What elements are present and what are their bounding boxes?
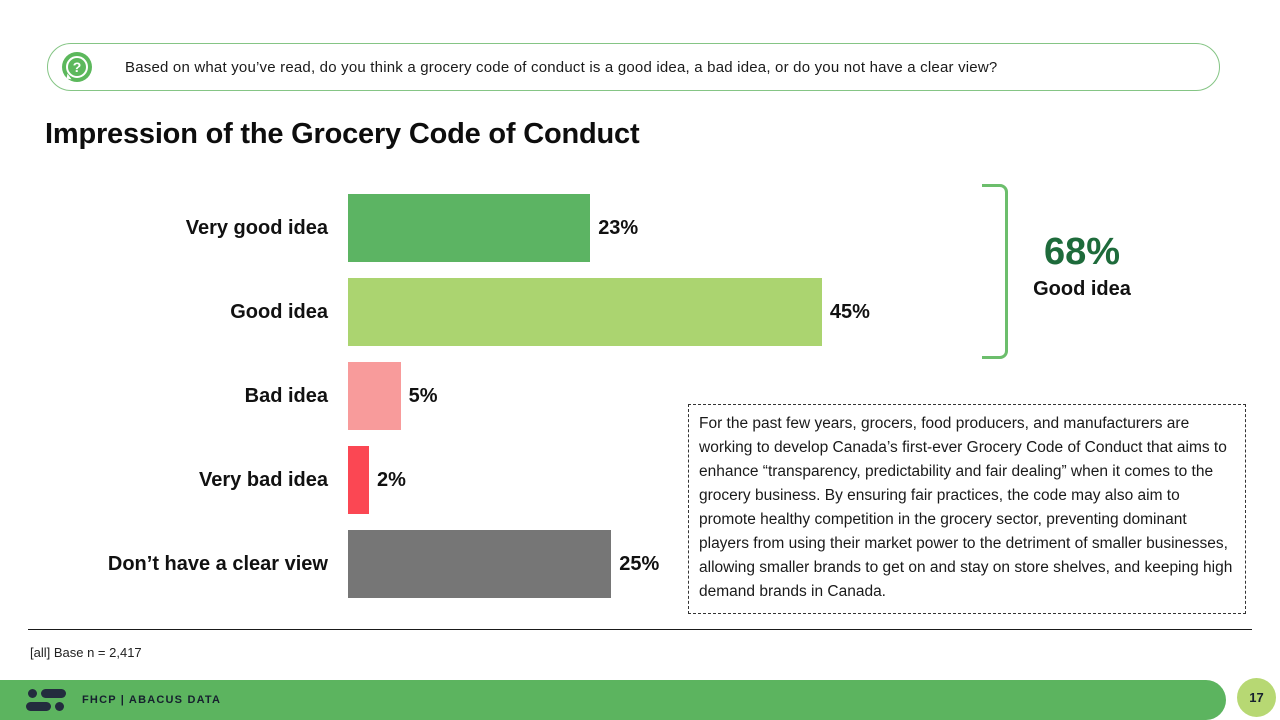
chart-row: Good idea 45%	[0, 278, 870, 346]
question-banner: ? Based on what you’ve read, do you thin…	[47, 43, 1220, 91]
bar	[348, 194, 591, 262]
value-label: 5%	[408, 384, 438, 407]
page-title: Impression of the Grocery Code of Conduc…	[45, 118, 640, 150]
value-label: 45%	[829, 300, 870, 323]
category-label: Don’t have a clear view	[107, 552, 328, 575]
page-number-badge: 17	[1237, 678, 1276, 717]
good-idea-bracket	[982, 184, 1008, 359]
page-number: 17	[1249, 690, 1264, 705]
question-bubble-icon: ?	[62, 52, 92, 82]
footer-brand: FHCP | ABACUS DATA	[82, 694, 222, 706]
bar	[348, 278, 822, 346]
value-label: 2%	[377, 468, 406, 491]
bar	[348, 446, 370, 514]
category-label: Very good idea	[185, 216, 328, 239]
summary-value: 68%	[1043, 231, 1121, 273]
base-footnote: [all] Base n = 2,417	[30, 645, 142, 660]
value-label: 23%	[598, 216, 639, 239]
bar	[348, 362, 401, 430]
question-text: Based on what you’ve read, do you think …	[125, 58, 998, 76]
chart-row: Very good idea 23%	[0, 194, 870, 262]
logo-bar-icon	[41, 689, 66, 698]
description-box: For the past few years, grocers, food pr…	[688, 404, 1246, 614]
bar-chart: Very good idea 23% Good idea 45% Bad idea 5% V…	[0, 194, 870, 614]
logo-row-top	[28, 689, 66, 698]
logo-bar-icon	[26, 702, 51, 711]
question-bubble-outline: ?	[66, 56, 88, 78]
category-label: Very bad idea	[199, 468, 328, 491]
logo-row-bottom	[26, 702, 66, 711]
summary-label: Good idea	[1033, 277, 1131, 300]
category-label: Bad idea	[244, 384, 328, 407]
summary-callout: 68% Good idea	[1018, 231, 1146, 301]
logo-dot-icon	[55, 702, 64, 711]
speech-bubble-tail	[66, 73, 73, 80]
category-label: Good idea	[230, 300, 328, 323]
footer-bar: FHCP | ABACUS DATA	[0, 680, 1226, 720]
question-mark-glyph: ?	[72, 59, 82, 75]
footnote-divider	[28, 629, 1252, 630]
chart-row: Don’t have a clear view 25%	[0, 530, 870, 598]
logo-dot-icon	[28, 689, 37, 698]
chart-row: Bad idea 5%	[0, 362, 870, 430]
abacus-data-logo-icon	[26, 689, 66, 711]
bar	[348, 530, 612, 598]
value-label: 25%	[619, 552, 660, 575]
chart-row: Very bad idea 2%	[0, 446, 870, 514]
